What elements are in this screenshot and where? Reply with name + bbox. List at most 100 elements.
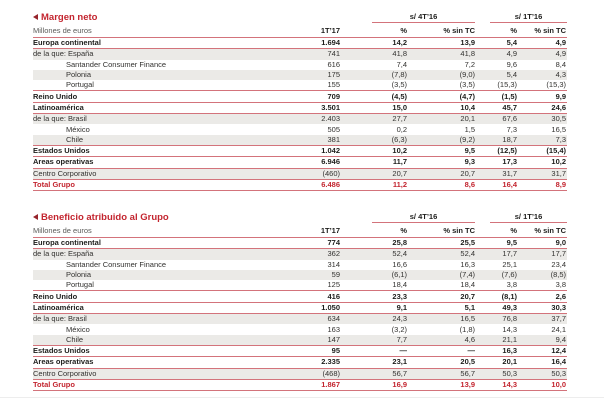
cell-4t-pct: 7,4 — [396, 59, 408, 69]
cell-1t17: 125 — [223, 280, 341, 292]
row-label: Chile — [33, 134, 223, 146]
cell-4t-pct: — — [340, 345, 408, 358]
table-row: Polonia 59 (6,1) (7,4) (7,6) (8,5) — [33, 269, 568, 281]
col-header-4t-pct-sin-tc: % sin TC — [407, 223, 476, 238]
cell-4t-pct-sin-tc: 8,6 — [407, 179, 476, 192]
cell-4t-pct: (3,2) — [391, 324, 408, 334]
cell-1t17: 709 — [223, 90, 341, 103]
units-label: Millones de euros — [33, 23, 223, 38]
cell-4t-pct-sin-tc: 41,8 — [407, 48, 476, 60]
group-header-row: Margen neto s/ 4T’16 s/ 1T’16 — [33, 10, 568, 23]
row-label: Reino Unido — [33, 90, 223, 103]
table-row: México 163 (3,2) (1,8) 14,3 24,1 — [33, 324, 567, 334]
cell-1t-pct-sin-tc: 2,6 — [517, 290, 568, 303]
cell-4t-pct: 25,8 — [340, 237, 408, 250]
cell-1t17: 362 — [223, 248, 341, 260]
row-label: Santander Consumer Finance — [66, 259, 167, 269]
table-row: Estados Unidos 1.042 10,2 9,5 (12,5) (15… — [33, 145, 568, 158]
cell-1t17: 6.946 — [223, 156, 341, 169]
cell-1t-pct: 31,7 — [475, 168, 518, 180]
cell-1t-pct-sin-tc: 24,1 — [551, 324, 567, 334]
beneficio-atribuido-section: Beneficio atribuido al Grupo s/ 4T’16 s/… — [33, 210, 568, 392]
table-row: Areas operativas 6.946 11,7 9,3 17,3 10,… — [33, 156, 568, 169]
table-row: Reino Unido 416 23,3 20,7 (8,1) 2,6 — [33, 290, 568, 303]
cell-4t-pct-sin-tc: 10,4 — [407, 102, 476, 115]
row-label: Portugal — [33, 280, 223, 292]
cell-4t-pct-sin-tc: 16,5 — [407, 313, 476, 325]
cell-4t-pct-sin-tc: 5,1 — [407, 302, 476, 315]
cell-1t17: 505 — [327, 124, 341, 134]
row-label: de la que: Brasil — [33, 113, 223, 125]
cell-4t-pct: (3,5) — [340, 80, 408, 92]
col-header-1t-pct: % — [475, 223, 518, 238]
margen-neto-body: Europa continental 1.694 14,2 13,9 5,4 4… — [33, 37, 568, 192]
cell-1t17: 175 — [223, 69, 341, 81]
cell-1t-pct-sin-tc: 8,4 — [555, 59, 567, 69]
table-row: Total Grupo 1.867 16,9 13,9 14,3 10,0 — [33, 379, 568, 392]
cell-4t-pct: 9,1 — [340, 302, 408, 315]
cell-4t-pct-sin-tc: 9,3 — [407, 156, 476, 169]
cell-4t-pct: 41,8 — [340, 48, 408, 60]
cell-1t-pct-sin-tc: 17,7 — [517, 248, 568, 260]
cell-1t-pct: 4,9 — [475, 48, 518, 60]
table-row: de la que: Brasil 2.403 27,7 20,1 67,6 3… — [33, 113, 568, 125]
cell-4t-pct-sin-tc: 13,9 — [407, 379, 476, 392]
cell-4t-pct: 23,1 — [340, 356, 408, 369]
cell-1t-pct-sin-tc: 4,9 — [517, 48, 568, 60]
column-header-row: Millones de euros 1T’17 % % sin TC % % s… — [33, 223, 568, 238]
cell-1t-pct: 16,3 — [475, 345, 518, 358]
cell-1t-pct: 17,3 — [475, 156, 518, 169]
margen-neto-section: Margen neto s/ 4T’16 s/ 1T’16 Millones d… — [33, 10, 568, 192]
cell-4t-pct: 20,7 — [340, 168, 408, 180]
cell-4t-pct: 11,7 — [340, 156, 408, 169]
margen-neto-table: Margen neto s/ 4T’16 s/ 1T’16 Millones d… — [33, 10, 568, 192]
cell-1t-pct-sin-tc: 50,3 — [517, 368, 568, 380]
cell-1t17: 147 — [223, 334, 341, 346]
cell-1t-pct: 5,4 — [475, 37, 518, 50]
cell-1t-pct: 49,3 — [475, 302, 518, 315]
group-header-s1t16: s/ 1T’16 — [490, 12, 568, 23]
cell-1t-pct-sin-tc: 9,9 — [517, 90, 568, 103]
row-label: México — [66, 124, 90, 134]
cell-1t-pct-sin-tc: 12,4 — [517, 345, 568, 358]
table-row: de la que: Brasil 634 24,3 16,5 76,8 37,… — [33, 313, 568, 325]
col-header-1t17: 1T’17 — [223, 223, 341, 238]
row-label: Europa continental — [33, 37, 223, 50]
row-label: Centro Corporativo — [33, 168, 223, 180]
cell-1t17: 155 — [223, 80, 341, 92]
cell-1t17: 616 — [327, 59, 341, 69]
row-label: Polonia — [33, 69, 223, 81]
cell-1t-pct: 25,1 — [502, 259, 518, 269]
table-row: Santander Consumer Finance 616 7,4 7,2 9… — [33, 60, 567, 70]
table-row: Europa continental 1.694 14,2 13,9 5,4 4… — [33, 37, 568, 50]
col-header-1t17: 1T’17 — [223, 23, 341, 38]
row-label: Total Grupo — [33, 179, 223, 192]
section-marker-icon — [33, 214, 38, 220]
cell-1t17: 1.050 — [223, 302, 341, 315]
table-row: Reino Unido 709 (4,5) (4,7) (1,5) 9,9 — [33, 90, 568, 103]
col-header-1t-pct: % — [475, 23, 518, 38]
cell-1t17: 3.501 — [223, 102, 341, 115]
row-label: Areas operativas — [33, 156, 223, 169]
cell-1t17: 163 — [327, 324, 341, 334]
cell-1t17: 2.403 — [223, 113, 341, 125]
cell-1t17: 95 — [223, 345, 341, 358]
row-label: Estados Unidos — [33, 345, 223, 358]
table-row: Chile 381 (6,3) (9,2) 18,7 7,3 — [33, 134, 568, 146]
cell-1t-pct: 50,3 — [475, 368, 518, 380]
beneficio-atribuido-table: Beneficio atribuido al Grupo s/ 4T’16 s/… — [33, 210, 568, 392]
table-row: Centro Corporativo (460) 20,7 20,7 31,7 … — [33, 168, 568, 180]
table-row: Latinoamérica 3.501 15,0 10,4 45,7 24,6 — [33, 102, 568, 115]
cell-1t-pct-sin-tc: 16,5 — [551, 124, 567, 134]
cell-1t17: 59 — [223, 269, 341, 281]
cell-4t-pct-sin-tc: (7,4) — [407, 269, 476, 281]
cell-1t-pct: 5,4 — [475, 69, 518, 81]
cell-4t-pct: (6,3) — [340, 134, 408, 146]
table-row: Europa continental 774 25,8 25,5 9,5 9,0 — [33, 237, 568, 250]
column-header-row: Millones de euros 1T’17 % % sin TC % % s… — [33, 23, 568, 38]
cell-4t-pct-sin-tc: 20,5 — [407, 356, 476, 369]
row-label: Portugal — [33, 80, 223, 92]
cell-1t-pct-sin-tc: 30,3 — [517, 302, 568, 315]
cell-4t-pct-sin-tc: 20,7 — [407, 168, 476, 180]
